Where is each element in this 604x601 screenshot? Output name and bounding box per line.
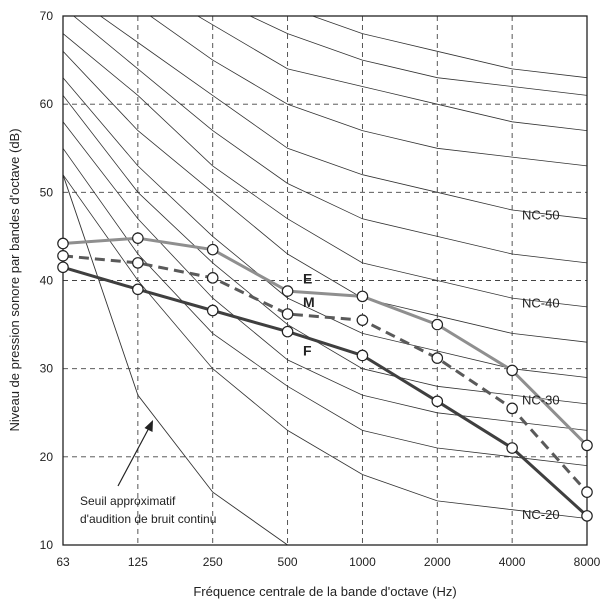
series-point (132, 283, 144, 296)
nc-curve (63, 51, 587, 343)
nc-curve-label: NC-40 (522, 296, 560, 311)
series-line (62, 265, 589, 518)
nc-curve-label: NC-20 (522, 507, 560, 522)
series-point (431, 352, 444, 364)
y-tick-label: 70 (40, 9, 54, 23)
nc-curve-label: NC-50 (522, 207, 560, 222)
x-tick-label: 4000 (499, 555, 526, 569)
series-point (581, 486, 593, 498)
y-tick-label: 30 (40, 362, 54, 376)
threshold-annotation: Seuil approximatif d'audition de bruit c… (80, 420, 216, 526)
x-tick-label: 250 (203, 555, 223, 569)
nc-curve (196, 16, 587, 131)
series-point (281, 308, 294, 320)
x-tick-label: 1000 (349, 555, 376, 569)
nc-curve (149, 16, 587, 167)
grid (63, 16, 587, 545)
series-point (581, 510, 593, 522)
series-point (57, 237, 69, 250)
series-name-label: E (303, 271, 312, 287)
y-tick-label: 60 (40, 97, 54, 111)
ticks: 63 125 250 500 1000 2000 4000 8000 10 20 30 40 50 60 7… (40, 9, 601, 569)
plot-frame (62, 15, 588, 546)
x-axis-label: Fréquence centrale de la bande d'octave … (193, 584, 456, 599)
x-tick-label: 2000 (424, 555, 451, 569)
series-point (506, 364, 518, 377)
series-point (356, 314, 369, 326)
series-point (281, 285, 294, 297)
x-tick-label: 8000 (574, 555, 601, 569)
series-point (506, 402, 518, 415)
series-point (206, 304, 219, 317)
threshold (63, 174, 288, 545)
annotation-line-2: d'audition de bruit continu (80, 512, 216, 526)
series-point (431, 318, 444, 331)
series-name-label: F (303, 343, 312, 359)
series-point (206, 272, 219, 284)
nc-curve-label: NC-30 (522, 393, 560, 408)
series-point (431, 395, 444, 408)
nc-curve (249, 16, 587, 96)
x-tick-label: 500 (278, 555, 298, 569)
nc-curve (311, 16, 587, 79)
threshold-curve (63, 174, 288, 545)
series-line (62, 254, 589, 494)
series-point (57, 250, 69, 262)
series-point (506, 442, 518, 454)
series-point (206, 243, 219, 256)
series-point (356, 290, 369, 303)
nc-curve (63, 121, 587, 431)
nc-curve (63, 174, 587, 519)
nc-curve (63, 95, 587, 405)
nc-curve (99, 16, 587, 220)
y-tick-label: 10 (40, 538, 54, 552)
y-tick-label: 50 (40, 185, 54, 199)
y-axis-label: Niveau de pression sonore par bandes d'o… (7, 128, 22, 431)
y-tick-label: 20 (40, 450, 54, 464)
nc-curve (73, 16, 587, 264)
series-point (281, 325, 294, 338)
series-line (62, 236, 589, 447)
series-point (132, 232, 144, 244)
labels: NC-50 NC-40 NC-30 NC-20 EM F (303, 207, 560, 522)
series-name-label: M (303, 294, 315, 310)
nc-curve (63, 148, 587, 466)
y-tick-label: 40 (40, 274, 54, 288)
nc-curve (63, 33, 587, 308)
series-point (132, 257, 144, 269)
annotation-arrow-line (117, 425, 151, 487)
annotation-arrowhead (144, 420, 153, 432)
annotation-line-1: Seuil approximatif (80, 494, 176, 508)
series-point (581, 439, 593, 452)
series-point (356, 349, 369, 362)
x-tick-label: 63 (56, 555, 70, 569)
series (57, 232, 593, 522)
series-point (57, 261, 69, 274)
x-tick-label: 125 (128, 555, 148, 569)
